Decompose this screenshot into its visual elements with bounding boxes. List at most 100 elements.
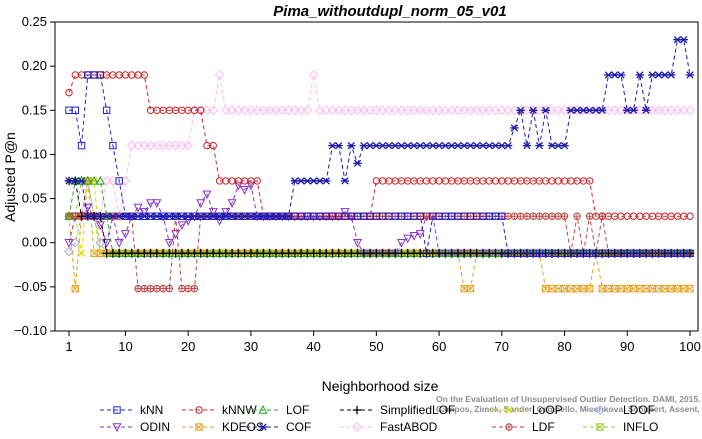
marker-shape [686, 212, 694, 220]
x-tick-label: 1 [65, 339, 72, 354]
marker-shape [83, 175, 93, 185]
data-point-kdeos [548, 284, 556, 293]
data-point-kdeos [585, 284, 594, 293]
marker-shape [554, 285, 562, 293]
legend-marker [258, 423, 268, 431]
data-point-odin [83, 203, 93, 213]
data-point-knn [71, 106, 79, 114]
marker-shape [102, 106, 111, 114]
marker-shape [403, 234, 413, 244]
marker-shape [112, 423, 122, 433]
data-point-odin [177, 221, 187, 231]
marker-shape [90, 177, 98, 185]
marker-shape [71, 71, 79, 79]
data-point-ldf [178, 284, 186, 293]
legend-item-ldof: LDOF [583, 403, 655, 417]
data-point-kdeos [642, 284, 650, 293]
marker-shape [64, 239, 74, 248]
marker-shape [253, 177, 261, 185]
legend-label: SimplifiedLOF [380, 403, 455, 417]
legend-item-loop: LoOP [492, 403, 563, 417]
marker-shape [598, 285, 606, 293]
data-point-odin [340, 208, 350, 217]
data-point-knn [422, 249, 431, 258]
data-point-cof [522, 141, 532, 150]
data-point-ldf [184, 284, 192, 293]
data-point-knn [77, 141, 86, 150]
marker-shape [585, 284, 594, 293]
marker-shape [96, 71, 105, 79]
marker-shape [183, 140, 194, 151]
marker-shape [77, 141, 86, 150]
data-point-ldf [560, 212, 569, 220]
marker-shape [302, 105, 313, 116]
data-point-knn [686, 249, 694, 258]
marker-shape [353, 239, 363, 248]
data-point-knn [102, 106, 111, 114]
x-tick-label: 100 [679, 339, 701, 354]
marker-shape [71, 106, 79, 114]
marker-shape [648, 285, 656, 293]
legend: kNN ODIN kNNW KDEOS LOF COF SimplifiedLOF FastA… [100, 403, 658, 434]
data-point-odin [114, 239, 124, 248]
data-point-cof [340, 177, 350, 185]
data-point-ldf [516, 212, 525, 220]
marker-shape [71, 285, 79, 293]
marker-shape [64, 246, 74, 257]
marker-shape [71, 284, 79, 293]
data-point-knn [109, 141, 117, 150]
marker-shape [139, 208, 149, 217]
data-point-odin [102, 239, 112, 248]
marker-shape [214, 70, 225, 80]
legend-marker [113, 406, 121, 414]
marker-shape [96, 249, 104, 257]
marker-shape [95, 237, 106, 248]
marker-shape [611, 285, 619, 293]
legend-label: LoOP [532, 403, 563, 417]
data-point-knn [498, 212, 506, 220]
data-point-odin [227, 199, 237, 209]
x-tick-label: 30 [244, 339, 258, 354]
data-point-odin [183, 216, 193, 226]
data-point-cof [284, 212, 293, 220]
legend-item-odin: ODIN [100, 420, 170, 434]
marker-shape [109, 141, 117, 150]
marker-shape [246, 181, 256, 191]
x-tick-label: 60 [432, 339, 446, 354]
legend-item-simplifiedlof: SimplifiedLOF [340, 403, 455, 417]
data-point-ldof [95, 237, 106, 248]
data-point-knn [115, 177, 123, 185]
data-point-odin [240, 186, 250, 195]
y-tick-label: 0.10 [22, 146, 47, 161]
data-point-cof [503, 141, 513, 150]
watermark-line-1: Campos, Zimek, Sander, Campello, Micenko… [436, 404, 702, 414]
data-point-ldf [573, 212, 581, 220]
legend-marker [505, 423, 513, 431]
data-point-fastabod [214, 70, 225, 80]
data-point-loop [77, 249, 86, 257]
legend-label: kNNW [222, 403, 257, 417]
data-point-odin [146, 199, 156, 209]
marker-shape [596, 423, 604, 431]
marker-shape [505, 406, 513, 414]
data-point-odin [409, 231, 419, 241]
marker-shape [623, 285, 631, 293]
legend-item-inflo: INFLO [583, 420, 658, 434]
y-tick-label: −0.05 [14, 279, 47, 294]
marker-shape [152, 199, 162, 209]
marker-shape [661, 285, 669, 293]
data-point-ldf [535, 212, 544, 220]
marker-shape [396, 239, 406, 248]
marker-shape [416, 212, 424, 220]
data-point-fastabod [208, 105, 219, 116]
marker-shape [113, 406, 121, 414]
x-tick-label: 50 [369, 339, 383, 354]
marker-shape [140, 71, 148, 79]
legend-item-knn: kNN [100, 403, 163, 417]
data-point-ldf [165, 284, 174, 293]
marker-shape [685, 105, 695, 116]
legend-marker [595, 405, 605, 415]
data-point-ldf [523, 212, 531, 220]
